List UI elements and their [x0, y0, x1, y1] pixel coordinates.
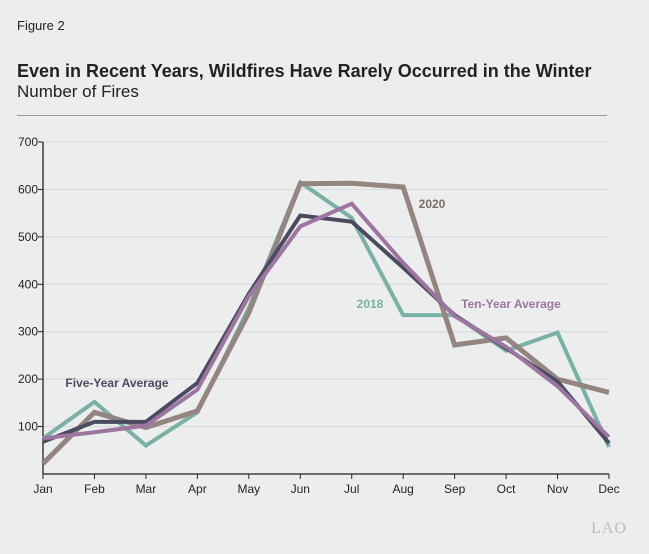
lao-logo: LAO — [591, 520, 627, 537]
y-tick-label: 300 — [18, 325, 38, 339]
x-tick-label: Jul — [344, 482, 359, 496]
x-tick-label: Jan — [33, 482, 52, 496]
x-tick-label: Oct — [497, 482, 516, 496]
series-line-ten-year-average — [42, 201, 611, 441]
series-label: 2020 — [419, 197, 446, 211]
x-tick-label: Feb — [84, 482, 105, 496]
y-tick-label: 200 — [18, 372, 38, 386]
y-tick-label: 400 — [18, 277, 38, 291]
y-tick-label: 500 — [18, 230, 38, 244]
x-tick-label: May — [237, 482, 260, 496]
x-tick-label: Apr — [188, 482, 207, 496]
y-tick-label: 700 — [18, 135, 38, 149]
series-label: Ten-Year Average — [461, 297, 561, 311]
x-tick-label: Sep — [444, 482, 466, 496]
series-label: 2018 — [357, 297, 384, 311]
series-label: Five-Year Average — [65, 376, 168, 390]
chart-title: Even in Recent Years, Wildfires Have Rar… — [17, 61, 592, 81]
y-tick-label: 100 — [18, 420, 38, 434]
x-tick-label: Mar — [136, 482, 157, 496]
x-tick-label: Jun — [291, 482, 310, 496]
figure-number: Figure 2 — [17, 18, 65, 33]
x-tick-label: Dec — [598, 482, 619, 496]
chart-subtitle: Number of Fires — [17, 82, 139, 101]
series-line-2018 — [41, 179, 611, 449]
series-line-five-year-average — [42, 213, 611, 445]
x-tick-label: Nov — [547, 482, 568, 496]
title-divider — [17, 115, 607, 116]
y-tick-label: 600 — [18, 182, 38, 196]
x-tick-label: Aug — [393, 482, 414, 496]
